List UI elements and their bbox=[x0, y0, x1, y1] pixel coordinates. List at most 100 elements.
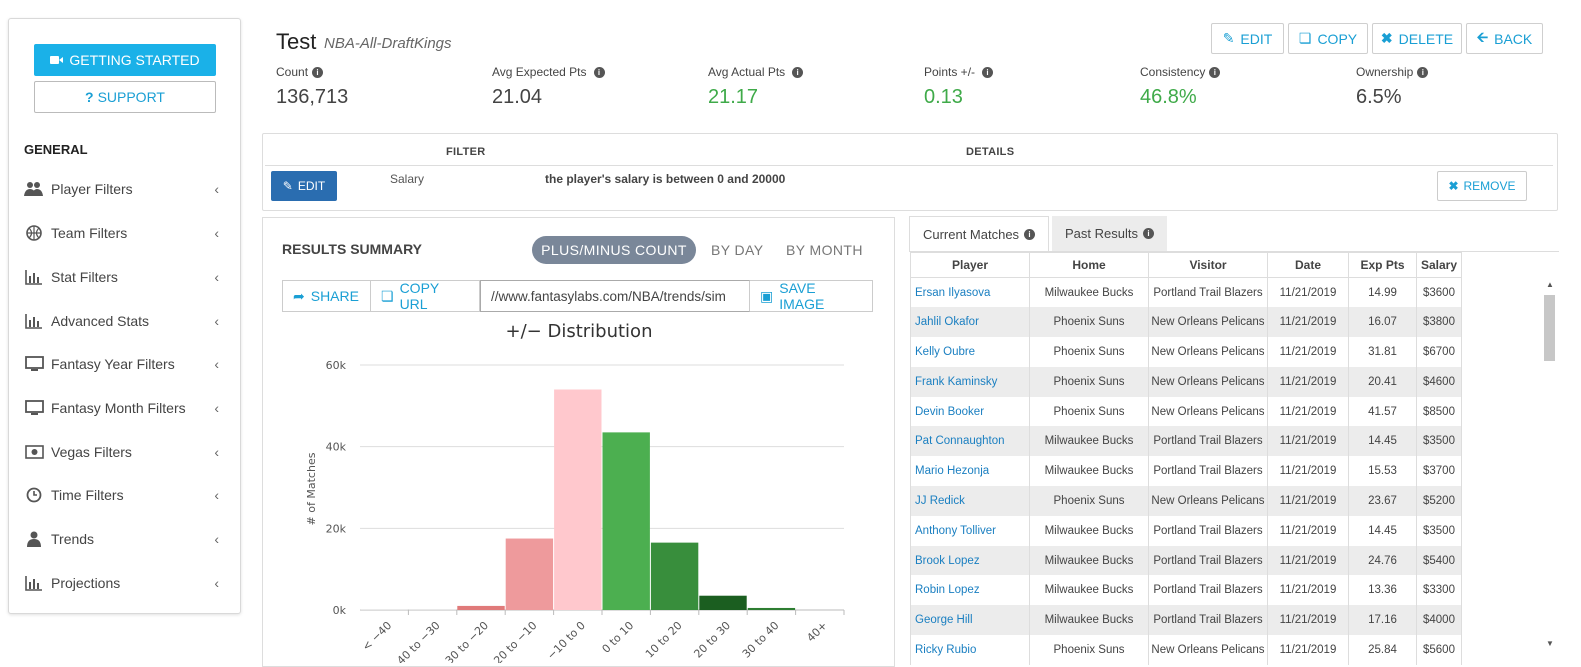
sidebar-item-time-filters[interactable]: Time Filters ‹ bbox=[23, 480, 223, 510]
chart-bar[interactable] bbox=[457, 606, 504, 610]
sidebar-item-player-filters[interactable]: Player Filters ‹ bbox=[23, 174, 223, 204]
filter-edit-button[interactable]: ✎EDIT bbox=[271, 171, 337, 201]
tab-by-month[interactable]: BY MONTH bbox=[786, 242, 863, 258]
sidebar-item-vegas-filters[interactable]: Vegas Filters ‹ bbox=[23, 437, 223, 467]
chart-bar[interactable] bbox=[409, 609, 456, 610]
info-icon[interactable]: i bbox=[312, 67, 323, 78]
copy-url-label: COPY URL bbox=[400, 280, 469, 312]
info-icon[interactable]: i bbox=[594, 67, 605, 78]
sidebar: GETTING STARTED ? SUPPORT GENERAL Player… bbox=[8, 18, 241, 614]
stat-ownership-value: 6.5% bbox=[1356, 86, 1402, 109]
player-link[interactable]: JJ Redick bbox=[911, 486, 1030, 516]
cell-salary: $5200 bbox=[1417, 486, 1462, 516]
column-header[interactable]: Visitor bbox=[1149, 253, 1268, 278]
player-link[interactable]: George Hill bbox=[911, 605, 1030, 635]
sidebar-item-projections[interactable]: Projections ‹ bbox=[23, 568, 223, 598]
scroll-thumb[interactable] bbox=[1544, 295, 1555, 361]
support-button[interactable]: ? SUPPORT bbox=[34, 81, 216, 113]
sidebar-item-fantasy-month-filters[interactable]: Fantasy Month Filters ‹ bbox=[23, 393, 223, 423]
monitor-icon bbox=[23, 399, 45, 417]
share-button[interactable]: ➦SHARE bbox=[283, 281, 371, 311]
back-button[interactable]: 🡨BACK bbox=[1466, 23, 1543, 54]
stat-points-diff-label: Points +/-i bbox=[924, 65, 993, 79]
delete-button[interactable]: ✖DELETE bbox=[1372, 23, 1462, 54]
player-link[interactable]: Ersan Ilyasova bbox=[911, 278, 1030, 308]
chart-bar[interactable] bbox=[699, 596, 746, 610]
player-link[interactable]: Frank Kaminsky bbox=[911, 367, 1030, 397]
tab-by-day[interactable]: BY DAY bbox=[711, 242, 763, 258]
player-link[interactable]: Mario Hezonja bbox=[911, 456, 1030, 486]
x-tick-label: 10 to 20 bbox=[643, 619, 685, 661]
info-icon[interactable]: i bbox=[1209, 67, 1220, 78]
player-link[interactable]: Devin Booker bbox=[911, 397, 1030, 427]
stat-avg-expected-value: 21.04 bbox=[492, 86, 542, 109]
getting-started-button[interactable]: GETTING STARTED bbox=[34, 44, 216, 76]
column-header[interactable]: Home bbox=[1030, 253, 1149, 278]
cell-date: 11/21/2019 bbox=[1268, 516, 1349, 546]
info-icon[interactable]: i bbox=[792, 67, 803, 78]
column-header[interactable]: Exp Pts bbox=[1349, 253, 1417, 278]
player-link[interactable]: Robin Lopez bbox=[911, 575, 1030, 605]
y-axis-label: # of Matches bbox=[305, 452, 318, 525]
sidebar-item-advanced-stats[interactable]: Advanced Stats ‹ bbox=[23, 306, 223, 336]
player-link[interactable]: Anthony Tolliver bbox=[911, 516, 1030, 546]
player-link[interactable]: Kelly Oubre bbox=[911, 337, 1030, 367]
cell-visitor: New Orleans Pelicans bbox=[1149, 337, 1268, 367]
url-field[interactable]: //www.fantasylabs.com/NBA/trends/sim bbox=[480, 280, 750, 312]
player-link[interactable]: Jahlil Okafor bbox=[911, 307, 1030, 337]
cell-exp-pts: 25.84 bbox=[1349, 635, 1417, 665]
tab-label: Current Matches bbox=[923, 227, 1019, 242]
sidebar-item-fantasy-year-filters[interactable]: Fantasy Year Filters ‹ bbox=[23, 349, 223, 379]
player-link[interactable]: Ricky Rubio bbox=[911, 635, 1030, 665]
edit-button[interactable]: ✎EDIT bbox=[1211, 23, 1284, 54]
column-header[interactable]: Player bbox=[911, 253, 1030, 278]
chart-bar[interactable] bbox=[748, 608, 795, 610]
x-tick-label: −30 to −20 bbox=[436, 619, 491, 663]
sidebar-item-team-filters[interactable]: Team Filters ‹ bbox=[23, 218, 223, 248]
sidebar-item-label: Fantasy Year Filters bbox=[51, 356, 175, 372]
player-link[interactable]: Pat Connaughton bbox=[911, 426, 1030, 456]
column-header[interactable]: Salary bbox=[1417, 253, 1462, 278]
cell-home: Milwaukee Bucks bbox=[1030, 516, 1149, 546]
cell-date: 11/21/2019 bbox=[1268, 337, 1349, 367]
chart-bar[interactable] bbox=[603, 432, 650, 610]
clock-icon bbox=[23, 486, 45, 504]
player-link[interactable]: Brook Lopez bbox=[911, 546, 1030, 576]
info-icon[interactable]: i bbox=[982, 67, 993, 78]
chart-bar[interactable] bbox=[651, 543, 698, 610]
save-image-button[interactable]: ▣SAVE IMAGE bbox=[750, 281, 872, 311]
remove-filter-button[interactable]: ✖REMOVE bbox=[1437, 171, 1527, 201]
scroll-down-icon[interactable]: ▼ bbox=[1546, 639, 1554, 648]
copy-button[interactable]: ❏COPY bbox=[1288, 23, 1368, 54]
column-header[interactable]: Date bbox=[1268, 253, 1349, 278]
info-icon[interactable]: i bbox=[1417, 67, 1428, 78]
cell-visitor: New Orleans Pelicans bbox=[1149, 635, 1268, 665]
sidebar-item-stat-filters[interactable]: Stat Filters ‹ bbox=[23, 262, 223, 292]
info-icon: i bbox=[1143, 228, 1154, 239]
chart-title: +/− Distribution bbox=[506, 321, 653, 342]
tab-plus-minus-count[interactable]: PLUS/MINUS COUNT bbox=[532, 236, 696, 264]
chart-bar[interactable] bbox=[506, 539, 553, 610]
chart-bar[interactable] bbox=[554, 390, 601, 611]
scroll-up-icon[interactable]: ▲ bbox=[1546, 280, 1554, 289]
x-tick-label: 40+ bbox=[804, 619, 830, 645]
filter-panel bbox=[262, 133, 1558, 211]
sidebar-item-trends[interactable]: Trends ‹ bbox=[23, 524, 223, 554]
copy-url-button[interactable]: ❏COPY URL bbox=[371, 281, 480, 311]
